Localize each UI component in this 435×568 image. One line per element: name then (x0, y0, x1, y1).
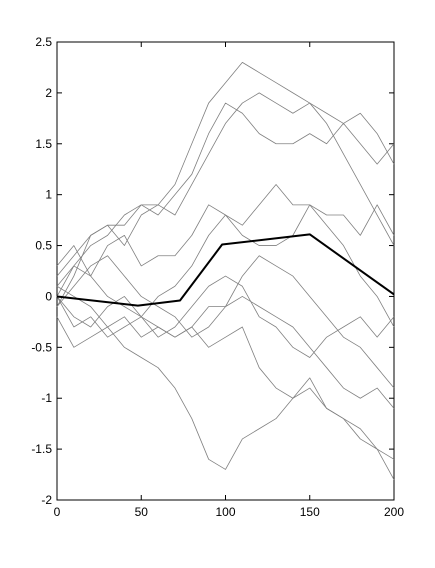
x-tick-label: 100 (215, 505, 235, 519)
x-tick-label: 50 (135, 505, 149, 519)
y-tick-label: 2 (45, 86, 52, 100)
x-tick-label: 150 (300, 505, 320, 519)
y-tick-label: -1 (41, 391, 52, 405)
x-tick-label: 0 (54, 505, 61, 519)
series-line (56, 204, 395, 328)
y-tick-label: 1 (45, 188, 52, 202)
y-tick-label: 0 (45, 289, 52, 303)
series-line (56, 233, 395, 307)
y-tick-label: 1.5 (35, 137, 52, 151)
series-line (56, 92, 395, 307)
series-line (56, 102, 395, 277)
series-line (56, 296, 395, 460)
y-tick-label: 0.5 (35, 239, 52, 253)
y-tick-label: -0.5 (31, 340, 52, 354)
y-tick-label: -1.5 (31, 442, 52, 456)
plot-frame (56, 41, 395, 501)
series-line (56, 61, 395, 287)
y-tick-label: 2.5 (35, 35, 52, 49)
y-tick-label: -2 (41, 493, 52, 507)
x-tick-label: 200 (384, 505, 404, 519)
